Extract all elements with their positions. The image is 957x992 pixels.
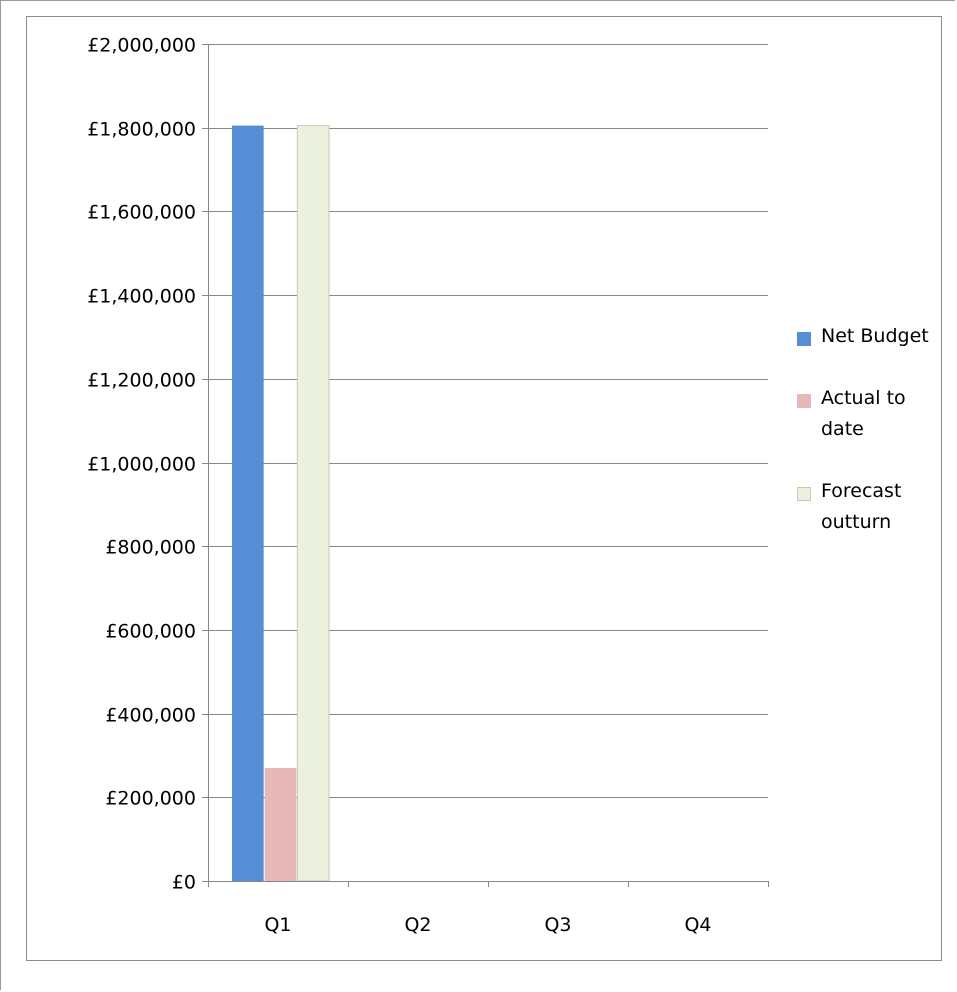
- legend-label-actual-to-date: Actual to date: [821, 387, 906, 440]
- legend: Net Budget Actual to date Forecast outtu…: [797, 321, 947, 569]
- y-tick-label: £600,000: [105, 621, 196, 643]
- bar: [232, 125, 264, 882]
- y-tick-label: £2,000,000: [87, 35, 196, 57]
- chart-area: £0 £200,000 £400,000 £600,000 £800,000 £1,000…: [26, 16, 942, 961]
- y-tick-label: £200,000: [105, 788, 196, 810]
- x-tick-label: Q3: [544, 914, 571, 936]
- legend-swatch-forecast-outturn: [797, 487, 811, 501]
- y-tick-label: £400,000: [105, 705, 196, 727]
- legend-item-net-budget: Net Budget: [797, 321, 947, 352]
- y-tick-label: £1,800,000: [87, 119, 196, 141]
- y-tick-label: £800,000: [105, 537, 196, 559]
- y-tick-label: £1,400,000: [87, 286, 196, 308]
- legend-label-net-budget: Net Budget: [821, 325, 929, 347]
- y-tick-label: £1,200,000: [87, 370, 196, 392]
- y-tick-label: £0: [172, 872, 196, 894]
- legend-swatch-actual-to-date: [797, 394, 811, 408]
- y-tick-label: £1,000,000: [87, 454, 196, 476]
- bar: [264, 768, 297, 881]
- y-tick-label: £1,600,000: [87, 202, 196, 224]
- chart-svg: £0 £200,000 £400,000 £600,000 £800,000 £1,000…: [87, 35, 769, 936]
- x-tick-label: Q4: [684, 914, 711, 936]
- legend-label-forecast-outturn: Forecast outturn: [821, 480, 902, 533]
- legend-item-actual-to-date: Actual to date: [797, 383, 947, 445]
- x-tick-label: Q1: [264, 914, 291, 936]
- bar: [296, 125, 330, 882]
- x-tick-label: Q2: [404, 914, 431, 936]
- legend-item-forecast-outturn: Forecast outturn: [797, 476, 947, 538]
- legend-swatch-net-budget: [797, 332, 811, 346]
